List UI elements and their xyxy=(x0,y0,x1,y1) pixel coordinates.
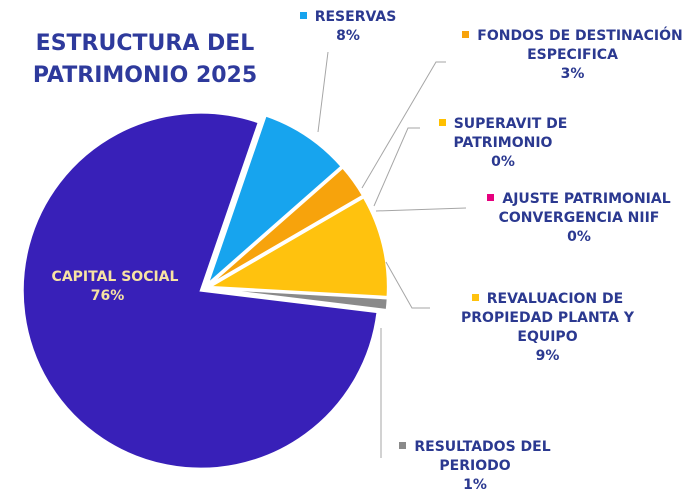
pie-slice xyxy=(21,111,379,470)
legend-marker xyxy=(462,31,470,38)
category-label: SUPERAVIT DE PATRIMONIO xyxy=(453,116,568,151)
slice-label: SUPERAVIT DE PATRIMONIO 0% xyxy=(428,115,578,172)
leader-line xyxy=(375,207,467,212)
pie-slice xyxy=(209,287,389,312)
value-label: 0% xyxy=(567,229,591,245)
value-label: 76% xyxy=(90,288,125,304)
legend-marker xyxy=(399,442,407,449)
value-label: 8% xyxy=(336,28,360,44)
leader-line xyxy=(361,61,446,189)
category-label: CAPITAL SOCIAL xyxy=(51,269,179,285)
legend-marker xyxy=(299,12,307,19)
value-label: 3% xyxy=(560,66,585,82)
slice-label: REVALUACION DE PROPIEDAD PLANTA Y EQUIPO… xyxy=(435,290,660,366)
legend-marker xyxy=(438,119,446,126)
leader-line xyxy=(373,127,420,207)
slice-label: AJUSTE PATRIMONIAL CONVERGENCIA NIIF 0% xyxy=(468,190,690,247)
category-label: RESERVAS xyxy=(314,9,397,25)
slice-label: FONDOS DE DESTINACIÓN ESPECIFICA 3% xyxy=(455,27,690,84)
slice-label: CAPITAL SOCIAL 76% xyxy=(15,268,200,306)
leader-line xyxy=(317,51,329,133)
legend-marker xyxy=(36,272,44,279)
pie-slice xyxy=(205,114,343,288)
slice-label: RESULTADOS DEL PERIODO 1% xyxy=(385,438,565,494)
leader-line xyxy=(385,261,430,309)
value-label: 9% xyxy=(535,348,560,364)
slice-label: RESERVAS 8% xyxy=(298,8,398,46)
pie-slice xyxy=(206,195,389,298)
legend-marker xyxy=(487,194,495,201)
category-label: RESULTADOS DEL PERIODO xyxy=(414,439,551,474)
category-label: FONDOS DE DESTINACIÓN ESPECIFICA xyxy=(477,28,683,63)
chart-title: ESTRUCTURA DEL PATRIMONIO 2025 xyxy=(32,31,258,88)
value-label: 1% xyxy=(463,477,487,493)
pie-slice xyxy=(208,195,364,287)
legend-marker xyxy=(471,294,479,301)
value-label: 0% xyxy=(491,154,515,170)
category-label: REVALUACION DE PROPIEDAD PLANTA Y EQUIPO xyxy=(461,291,634,345)
category-label: AJUSTE PATRIMONIAL CONVERGENCIA NIIF xyxy=(498,191,671,226)
